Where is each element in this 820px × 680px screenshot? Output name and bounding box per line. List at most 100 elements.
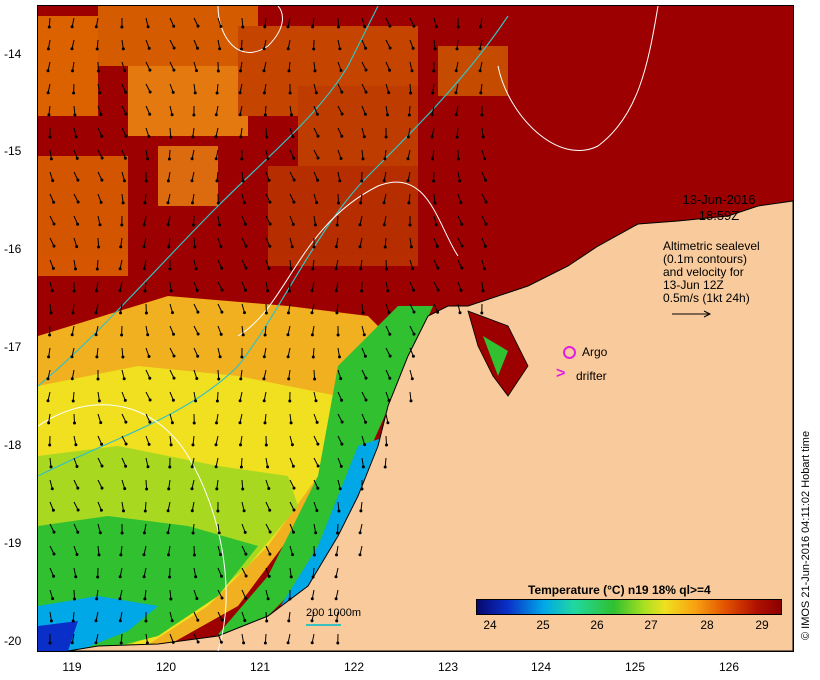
velocity-arrow [312, 347, 315, 358]
velocity-arrow-head [336, 531, 339, 535]
velocity-arrow [456, 127, 459, 138]
velocity-arrow-head [122, 377, 126, 381]
velocity-arrow-head [124, 90, 127, 94]
velocity-arrow [265, 149, 269, 159]
velocity-arrow-head [483, 157, 486, 161]
velocity-arrow-head [480, 311, 484, 315]
velocity-arrow-head [316, 156, 320, 160]
velocity-arrow-head [76, 178, 80, 182]
velocity-arrow-head [244, 574, 248, 578]
velocity-arrow [73, 435, 77, 445]
velocity-arrow-head [142, 553, 146, 557]
altimetry-line-4: 13-Jun 12Z [663, 278, 724, 292]
velocity-arrow-head [268, 508, 272, 512]
velocity-arrow [49, 259, 54, 269]
velocity-arrow-head [195, 377, 199, 380]
velocity-arrow [239, 83, 243, 93]
velocity-arrow-head [290, 245, 294, 249]
velocity-arrow [217, 567, 222, 577]
velocity-arrow [311, 325, 315, 335]
velocity-arrow [313, 391, 317, 401]
velocity-arrow-head [484, 200, 488, 204]
velocity-arrow [481, 259, 485, 269]
velocity-arrow-head [148, 398, 152, 402]
velocity-arrow [215, 457, 219, 467]
velocity-arrow-head [75, 553, 79, 556]
velocity-arrow-head [95, 267, 99, 271]
velocity-arrow [407, 149, 411, 159]
lon-label-120: 120 [155, 660, 177, 674]
velocity-arrow-head [220, 596, 224, 600]
velocity-arrow [479, 61, 483, 71]
lat-label-16: -16 [4, 242, 22, 256]
velocity-arrow-head [170, 619, 174, 623]
velocity-arrow [72, 391, 75, 402]
velocity-arrow [288, 303, 291, 313]
velocity-arrow-head [386, 421, 390, 425]
velocity-arrow-head [383, 245, 387, 249]
velocity-arrow-head [142, 531, 146, 535]
velocity-arrow-head [406, 135, 410, 139]
velocity-arrow-head [263, 25, 267, 29]
velocity-arrow [144, 281, 147, 292]
velocity-arrow [263, 369, 267, 379]
velocity-arrow-head [49, 619, 53, 623]
velocity-arrow-head [316, 464, 320, 468]
velocity-arrow-head [219, 640, 223, 644]
velocity-arrow [385, 281, 389, 291]
velocity-arrow-head [268, 530, 272, 534]
velocity-arrow [193, 215, 195, 226]
velocity-arrow-head [72, 289, 76, 293]
velocity-arrow-head [52, 244, 56, 248]
velocity-arrow-head [313, 377, 317, 381]
velocity-arrow-head [478, 47, 482, 51]
velocity-arrow [241, 39, 243, 50]
velocity-arrow-head [243, 530, 247, 534]
velocity-arrow [121, 501, 124, 511]
velocity-arrow-head [239, 443, 242, 447]
velocity-arrow-head [238, 91, 242, 95]
velocity-arrow-head [338, 487, 342, 491]
velocity-arrow [217, 369, 220, 380]
velocity-arrow [216, 413, 219, 423]
velocity-arrow-head [483, 244, 487, 248]
velocity-arrow-head [121, 47, 125, 51]
velocity-arrow-head [358, 245, 362, 249]
velocity-arrow-head [123, 156, 127, 160]
velocity-arrow [73, 149, 78, 159]
velocity-arrow-head [311, 575, 315, 579]
velocity-arrow [72, 61, 75, 71]
velocity-arrow-head [266, 465, 270, 469]
velocity-arrow [72, 611, 75, 622]
velocity-arrow-head [263, 333, 267, 337]
velocity-arrow [119, 259, 123, 269]
velocity-arrow-head [76, 508, 80, 512]
sst-map[interactable] [37, 5, 794, 652]
velocity-arrow [169, 589, 172, 600]
velocity-arrow [73, 259, 76, 269]
lat-label-15: -15 [4, 144, 22, 158]
velocity-arrow-head [190, 157, 194, 161]
velocity-arrow-head [311, 355, 315, 359]
velocity-arrow [121, 479, 126, 489]
velocity-arrow-head [364, 90, 368, 94]
velocity-arrow [215, 435, 219, 445]
velocity-arrow-head [335, 311, 339, 315]
velocity-arrow-head [215, 91, 219, 95]
velocity-arrow-head [267, 267, 271, 270]
velocity-arrow [313, 127, 319, 137]
colorbar-tick-27: 27 [644, 618, 658, 632]
lat-label-18: -18 [4, 438, 22, 452]
velocity-arrow [73, 545, 78, 555]
velocity-arrow-head [242, 509, 246, 513]
velocity-arrow-head [239, 135, 243, 139]
velocity-arrow [265, 611, 268, 622]
velocity-arrow [96, 39, 99, 50]
velocity-arrow [239, 391, 243, 401]
velocity-arrow [265, 457, 269, 467]
velocity-arrow-head [120, 25, 124, 29]
velocity-arrow [73, 457, 78, 467]
velocity-arrow-head [47, 421, 51, 425]
velocity-arrow-head [241, 487, 245, 491]
velocity-arrow-head [336, 641, 340, 645]
